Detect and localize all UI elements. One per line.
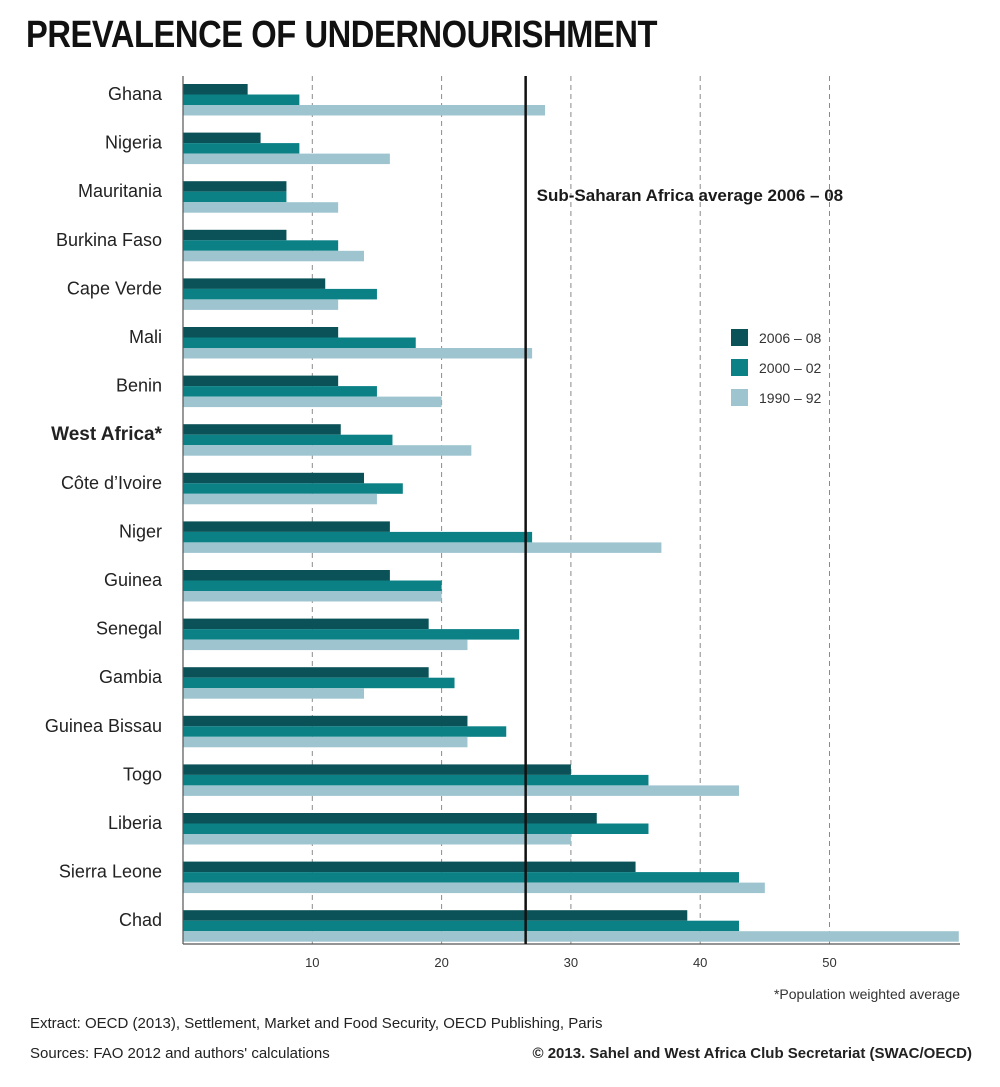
bar-mauritania-1 (183, 191, 287, 203)
bar-togo-1 (183, 774, 649, 786)
bar-c-te-d-ivoire-2 (183, 493, 377, 505)
category-label: Nigeria (105, 133, 163, 153)
reference-line: Sub-Saharan Africa average 2006 – 08 (524, 76, 843, 944)
bar-mali-0 (183, 327, 339, 338)
category-label: Guinea (104, 570, 163, 590)
legend-label: 1990 – 92 (759, 390, 821, 406)
bar-nigeria-1 (183, 143, 300, 154)
bar-burkina-faso-1 (183, 240, 339, 251)
copyright-note: © 2013. Sahel and West Africa Club Secre… (532, 1045, 972, 1062)
extract-citation: Extract: OECD (2013), Settlement, Market… (30, 1015, 603, 1032)
bar-guinea-bissau-0 (183, 715, 468, 727)
bar-sierra-leone-0 (183, 861, 636, 873)
average-reference-label: Sub-Saharan Africa average 2006 – 08 (537, 186, 843, 205)
bar-gambia-1 (183, 677, 455, 689)
bar-mali-1 (183, 337, 416, 348)
bar-benin-0 (183, 375, 339, 387)
bar-guinea-bissau-1 (183, 726, 507, 737)
bar-chad-1 (183, 920, 739, 932)
category-label: Togo (123, 764, 162, 784)
bar-cape-verde-0 (183, 278, 326, 289)
legend-swatch-2 (731, 389, 748, 406)
bar-sierra-leone-1 (183, 872, 739, 883)
bar-ghana-2 (183, 105, 546, 116)
sources-note: Sources: FAO 2012 and authors' calculati… (30, 1045, 330, 1062)
bar-niger-1 (183, 531, 533, 543)
category-label: Gambia (99, 667, 163, 687)
bar-mali-2 (183, 348, 533, 359)
category-label: Sierra Leone (59, 862, 162, 882)
category-label: Liberia (108, 813, 163, 833)
category-label: Ghana (108, 84, 163, 104)
legend: 2006 – 08 2000 – 02 1990 – 92 (731, 329, 821, 406)
x-tick-label: 30 (564, 955, 578, 970)
bar-guinea-2 (183, 591, 442, 602)
bar-guinea-bissau-2 (183, 736, 468, 748)
bar-burkina-faso-0 (183, 229, 287, 241)
bar-gambia-2 (183, 688, 365, 699)
bar-c-te-d-ivoire-1 (183, 483, 403, 494)
bar-senegal-2 (183, 639, 468, 651)
legend-swatch-1 (731, 359, 748, 376)
bar-niger-0 (183, 521, 390, 532)
bar-west-africa--0 (183, 424, 341, 435)
bar-chad-2 (183, 931, 959, 942)
bar-chad-0 (183, 910, 688, 921)
bar-liberia-1 (183, 823, 649, 834)
legend-label: 2006 – 08 (759, 330, 821, 346)
category-label: Côte d’Ivoire (61, 473, 162, 493)
category-label: Guinea Bissau (45, 716, 162, 736)
x-tick-label: 50 (822, 955, 836, 970)
category-label: West Africa* (51, 424, 162, 445)
bar-liberia-2 (183, 834, 571, 845)
legend-label: 2000 – 02 (759, 360, 821, 376)
bar-gambia-0 (183, 667, 429, 678)
bar-nigeria-0 (183, 132, 261, 144)
bar-sierra-leone-2 (183, 882, 765, 894)
bar-c-te-d-ivoire-0 (183, 472, 365, 484)
bar-ghana-1 (183, 94, 300, 105)
bar-benin-2 (183, 396, 442, 408)
bar-benin-1 (183, 386, 377, 397)
category-label: Niger (119, 521, 162, 541)
x-tick-label: 10 (305, 955, 319, 970)
category-label: Chad (119, 910, 162, 930)
bar-togo-2 (183, 785, 739, 796)
legend-swatch-0 (731, 329, 748, 346)
bar-west-africa--2 (183, 445, 472, 456)
bar-cape-verde-1 (183, 288, 377, 300)
bar-senegal-0 (183, 618, 429, 630)
bar-burkina-faso-2 (183, 250, 365, 262)
bar-mauritania-2 (183, 202, 339, 213)
x-tick-label: 20 (434, 955, 448, 970)
bar-cape-verde-2 (183, 299, 339, 310)
bar-ghana-0 (183, 84, 248, 95)
category-label: Benin (116, 376, 162, 396)
bar-liberia-0 (183, 813, 597, 824)
bar-nigeria-2 (183, 153, 390, 165)
x-tick-label: 40 (693, 955, 707, 970)
axes: 10 20 30 40 50 (182, 76, 960, 970)
category-label: Burkina Faso (56, 230, 162, 250)
category-label: Cape Verde (67, 278, 162, 298)
bar-guinea-0 (183, 570, 390, 581)
footnote: *Population weighted average (773, 986, 960, 1002)
bar-west-africa--1 (183, 434, 393, 446)
bar-senegal-1 (183, 629, 520, 640)
bar-guinea-1 (183, 580, 442, 591)
bar-niger-2 (183, 542, 662, 553)
category-label: Senegal (96, 619, 162, 639)
bar-togo-0 (183, 764, 571, 775)
gridlines (311, 76, 830, 944)
bars (183, 84, 959, 942)
category-label: Mali (129, 327, 162, 347)
category-labels: Ghana Nigeria Mauritania Burkina Faso Cape V… (45, 84, 163, 930)
chart-title: PREVALENCE OF UNDERNOURISHMENT (26, 14, 658, 56)
category-label: Mauritania (78, 181, 163, 201)
bar-mauritania-0 (183, 181, 287, 192)
